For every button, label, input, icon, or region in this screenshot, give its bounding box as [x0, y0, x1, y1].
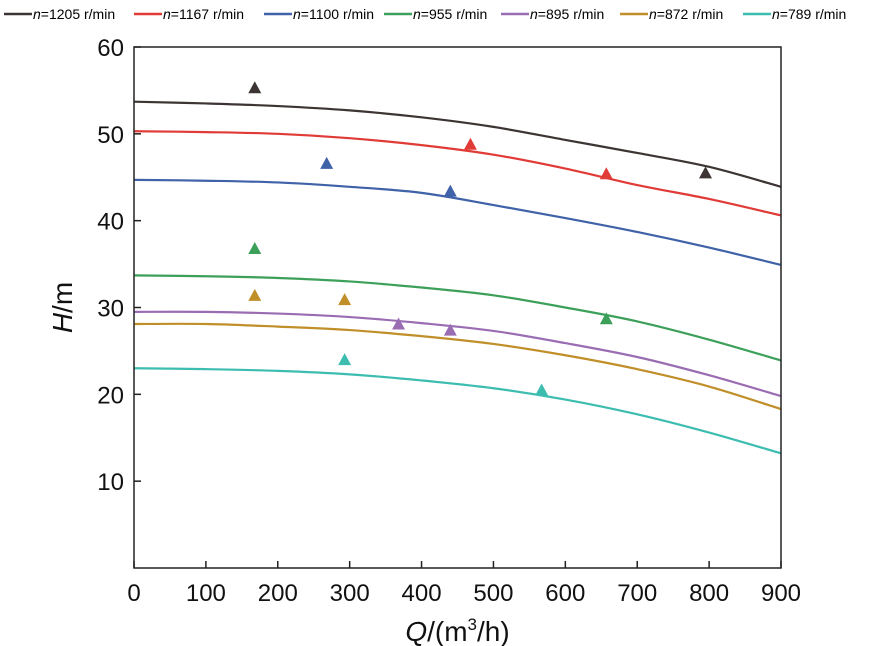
test-point-marker — [338, 293, 352, 306]
test-point-marker — [599, 167, 613, 180]
legend-label: n=1205 r/min — [33, 6, 115, 22]
test-point-marker — [443, 184, 457, 197]
x-tick-label: 700 — [617, 580, 657, 607]
legend: n=1205 r/min n=1167 r/min n=1100 r/min n=95… — [4, 6, 846, 22]
legend-item: n=1205 r/min — [4, 6, 115, 22]
test-point-marker — [535, 383, 549, 396]
x-tick-label: 500 — [473, 580, 513, 607]
series-line — [133, 274, 782, 362]
x-tick-label: 100 — [186, 580, 226, 607]
legend-label: n=1100 r/min — [293, 6, 374, 22]
x-tick-label: 600 — [545, 580, 585, 607]
legend-label: n=1167 r/min — [163, 6, 244, 22]
test-point-marker — [320, 156, 334, 169]
x-tick-label: 800 — [689, 580, 729, 607]
y-tick-label: 40 — [97, 209, 124, 236]
series-line — [133, 367, 782, 455]
y-tick-label: 20 — [97, 382, 124, 409]
test-point-marker — [463, 137, 477, 150]
y-tick-label: 30 — [97, 296, 124, 323]
legend-label: n=872 r/min — [649, 6, 723, 22]
series-lines — [133, 100, 782, 455]
plot-area: 0 100 200 300 400 500 600 700 800 900 10 20 30 40 50 6… — [97, 35, 801, 607]
series-line — [133, 322, 782, 411]
test-point-marker — [248, 241, 262, 254]
test-point-marker — [699, 166, 713, 179]
y-axis-title: H/m — [47, 282, 78, 333]
legend-label: n=955 r/min — [413, 6, 487, 22]
test-point-marker — [338, 353, 352, 366]
y-axis-ticks: 10 20 30 40 50 60 — [97, 35, 141, 496]
series-line — [133, 100, 782, 188]
series-line — [133, 178, 782, 267]
x-tick-label: 900 — [761, 580, 801, 607]
legend-label: n=789 r/min — [772, 6, 846, 22]
legend-item: n=1167 r/min — [134, 6, 244, 22]
test-point-marker — [392, 317, 406, 330]
plot-frame — [133, 46, 782, 569]
test-point-marker — [443, 323, 457, 336]
x-tick-label: 400 — [402, 580, 442, 607]
x-tick-label: 200 — [258, 580, 298, 607]
x-axis-title: Q/(m3/h) — [405, 615, 509, 646]
legend-item: n=955 r/min — [384, 6, 487, 22]
x-tick-label: 300 — [330, 580, 370, 607]
legend-item: n=1100 r/min — [264, 6, 374, 22]
test-point-marker — [248, 81, 262, 94]
x-tick-label: 0 — [127, 580, 140, 607]
y-tick-label: 60 — [97, 35, 124, 62]
legend-item: n=895 r/min — [501, 6, 604, 22]
x-axis-ticks: 0 100 200 300 400 500 600 700 800 900 — [127, 561, 801, 607]
y-tick-label: 50 — [97, 122, 124, 149]
data-markers — [248, 81, 713, 396]
legend-item: n=872 r/min — [620, 6, 723, 22]
y-tick-label: 10 — [97, 469, 124, 496]
series-line — [133, 310, 782, 398]
legend-item: n=789 r/min — [743, 6, 846, 22]
series-line — [133, 130, 782, 217]
test-point-marker — [248, 288, 262, 301]
legend-label: n=895 r/min — [530, 6, 604, 22]
test-point-marker — [599, 312, 613, 325]
